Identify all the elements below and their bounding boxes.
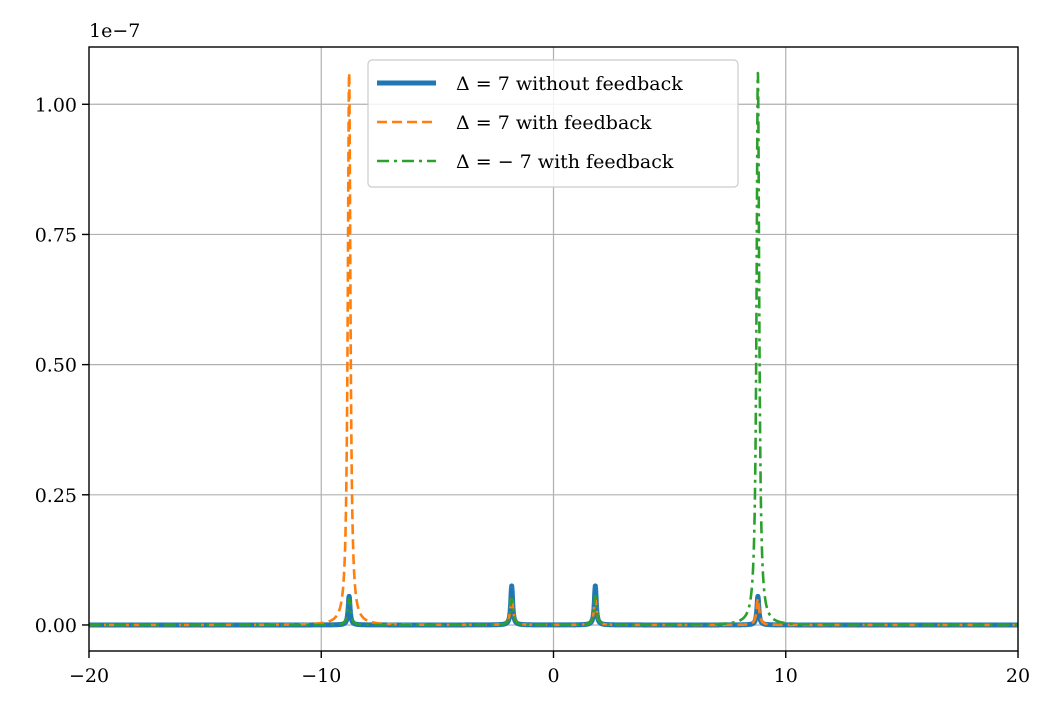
legend-box [367, 59, 739, 188]
x-tick-label: 10 [774, 665, 798, 687]
legend-label-3: Δ = − 7 with feedback [456, 151, 674, 173]
x-tick-label: 0 [547, 665, 559, 687]
series-line-3 [89, 71, 1018, 627]
x-tick-label: 20 [1006, 665, 1030, 687]
x-tick-label: −10 [301, 665, 341, 687]
series-layer [89, 71, 1018, 628]
x-axis: −20 −10 0 10 20 [69, 651, 1030, 687]
legend: Δ = 7 without feedback Δ = 7 with feedbac… [367, 59, 739, 188]
x-tick-label: −20 [69, 665, 109, 687]
legend-label-1: Δ = 7 without feedback [456, 73, 683, 95]
y-tick-label: 0.00 [35, 615, 77, 637]
y-tick-label: 0.25 [35, 485, 77, 507]
y-axis: 0.00 0.25 0.50 0.75 1.00 [35, 94, 89, 637]
y-tick-label: 0.50 [35, 355, 77, 377]
y-tick-label: 1.00 [35, 94, 77, 116]
y-tick-label: 0.75 [35, 224, 77, 246]
y-offset-label: 1e−7 [89, 20, 140, 42]
legend-label-2: Δ = 7 with feedback [456, 112, 652, 134]
